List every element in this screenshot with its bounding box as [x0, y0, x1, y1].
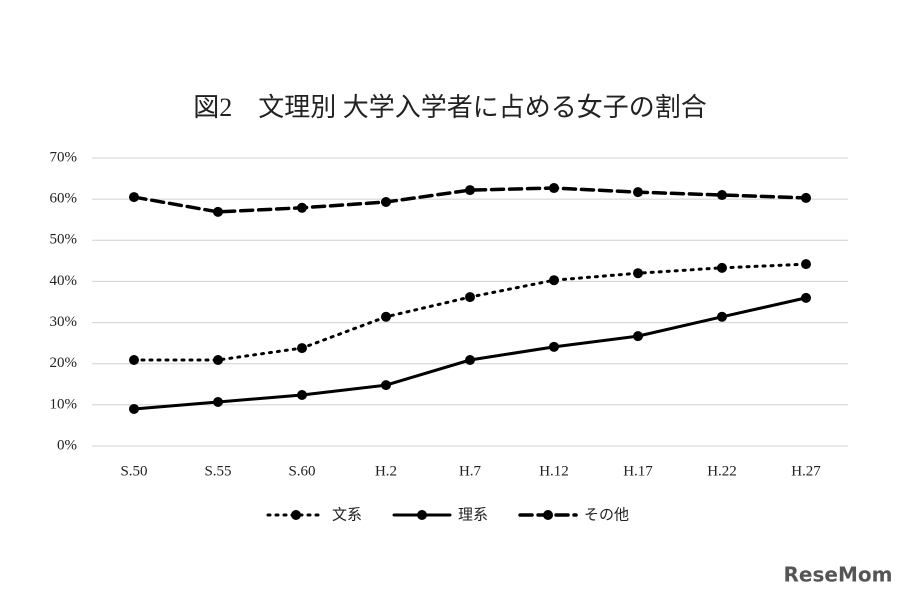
x-tick-label: H.17 — [623, 463, 653, 479]
data-point — [717, 311, 727, 322]
data-point — [801, 192, 811, 203]
series-line — [132, 262, 808, 362]
y-tick-label: 50% — [50, 232, 78, 248]
data-point — [381, 197, 391, 208]
y-tick-label: 70% — [50, 149, 78, 165]
legend-marker — [417, 510, 428, 520]
data-point — [381, 311, 391, 322]
data-point — [633, 268, 643, 279]
data-point — [213, 355, 223, 366]
watermark: ReseMom — [784, 563, 893, 587]
data-point — [465, 355, 475, 366]
data-point — [549, 275, 559, 286]
data-point — [465, 185, 475, 196]
x-tick-label: H.2 — [375, 463, 397, 479]
x-tick-label: H.12 — [539, 463, 569, 479]
data-point — [297, 389, 307, 400]
data-point — [129, 355, 139, 366]
data-point — [633, 187, 643, 198]
x-tick-label: H.22 — [707, 463, 737, 479]
data-point — [129, 403, 139, 414]
y-tick-label: 30% — [50, 314, 78, 330]
data-point — [549, 341, 559, 352]
x-tick-label: H.7 — [459, 463, 482, 479]
data-point — [633, 331, 643, 342]
data-point — [549, 183, 559, 194]
chart-title: 図2 文理別 大学入学者に占める女子の割合 — [193, 93, 707, 122]
x-tick-label: S.55 — [204, 463, 231, 479]
legend-label: その他 — [584, 506, 629, 524]
data-point — [297, 202, 307, 213]
legend-marker — [543, 510, 554, 520]
data-point — [297, 343, 307, 354]
x-tick-label: H.27 — [791, 463, 821, 479]
y-tick-label: 20% — [50, 355, 78, 371]
y-tick-label: 60% — [50, 191, 78, 207]
data-point — [717, 190, 727, 201]
legend-marker — [291, 510, 301, 520]
legend-label: 理系 — [458, 506, 488, 524]
legend-label: 文系 — [332, 506, 362, 524]
data-point — [465, 292, 475, 303]
data-point — [213, 396, 223, 407]
data-point — [801, 259, 811, 270]
x-tick-label: S.60 — [288, 463, 315, 479]
data-point — [381, 380, 391, 391]
data-point — [213, 206, 223, 217]
data-point — [801, 292, 811, 303]
y-tick-label: 0% — [57, 437, 77, 453]
series-line — [132, 296, 808, 411]
series-line — [132, 186, 808, 214]
data-point — [717, 262, 727, 273]
y-tick-label: 40% — [50, 273, 78, 289]
x-tick-label: S.50 — [120, 463, 147, 479]
y-tick-label: 10% — [50, 396, 78, 412]
data-point — [129, 192, 139, 203]
